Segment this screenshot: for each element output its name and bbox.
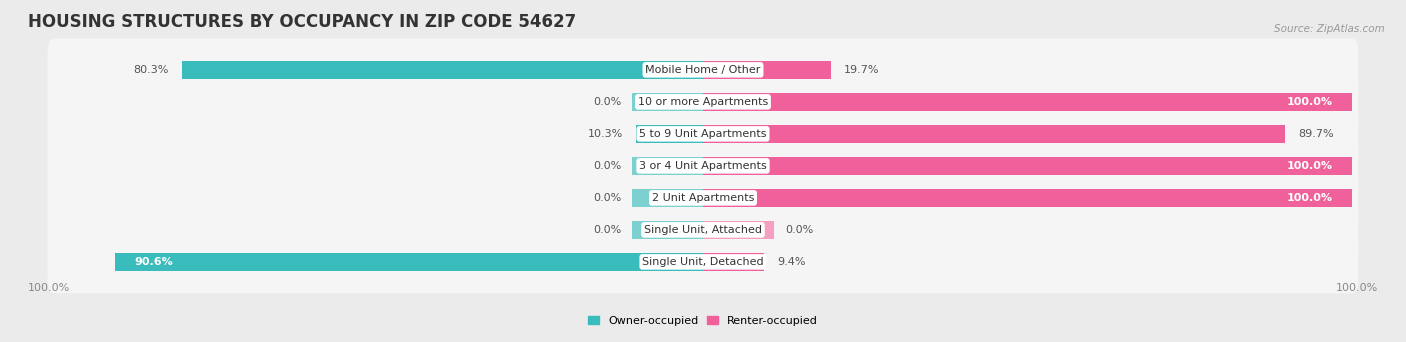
- Text: 0.0%: 0.0%: [593, 161, 621, 171]
- FancyBboxPatch shape: [48, 198, 1358, 261]
- Text: 100.0%: 100.0%: [28, 283, 70, 293]
- Text: 2 Unit Apartments: 2 Unit Apartments: [652, 193, 754, 203]
- Text: 100.0%: 100.0%: [1286, 193, 1333, 203]
- Legend: Owner-occupied, Renter-occupied: Owner-occupied, Renter-occupied: [583, 311, 823, 330]
- FancyBboxPatch shape: [48, 39, 1358, 101]
- Text: 90.6%: 90.6%: [135, 257, 173, 267]
- Bar: [703, 253, 763, 271]
- Text: Single Unit, Attached: Single Unit, Attached: [644, 225, 762, 235]
- Text: 3 or 4 Unit Apartments: 3 or 4 Unit Apartments: [640, 161, 766, 171]
- Text: HOUSING STRUCTURES BY OCCUPANCY IN ZIP CODE 54627: HOUSING STRUCTURES BY OCCUPANCY IN ZIP C…: [28, 13, 576, 31]
- Bar: [703, 157, 1353, 175]
- Text: 0.0%: 0.0%: [593, 193, 621, 203]
- Bar: [631, 93, 703, 111]
- Text: 80.3%: 80.3%: [134, 65, 169, 75]
- Bar: [631, 221, 703, 239]
- FancyBboxPatch shape: [48, 134, 1358, 197]
- Bar: [703, 124, 1285, 143]
- Bar: [631, 157, 703, 175]
- Text: 0.0%: 0.0%: [593, 97, 621, 107]
- Bar: [636, 124, 703, 143]
- Text: 10.3%: 10.3%: [588, 129, 623, 139]
- Text: 100.0%: 100.0%: [1336, 283, 1378, 293]
- Bar: [703, 221, 775, 239]
- Text: Source: ZipAtlas.com: Source: ZipAtlas.com: [1274, 24, 1385, 34]
- Text: 0.0%: 0.0%: [593, 225, 621, 235]
- Bar: [703, 188, 1353, 207]
- Bar: [631, 188, 703, 207]
- Text: 100.0%: 100.0%: [1286, 161, 1333, 171]
- FancyBboxPatch shape: [48, 167, 1358, 229]
- Bar: [703, 61, 831, 79]
- Bar: [181, 61, 703, 79]
- FancyBboxPatch shape: [48, 70, 1358, 133]
- Text: Mobile Home / Other: Mobile Home / Other: [645, 65, 761, 75]
- Text: 0.0%: 0.0%: [785, 225, 813, 235]
- Bar: [115, 253, 703, 271]
- FancyBboxPatch shape: [48, 231, 1358, 293]
- Text: 89.7%: 89.7%: [1298, 129, 1334, 139]
- Text: 19.7%: 19.7%: [844, 65, 879, 75]
- Text: 10 or more Apartments: 10 or more Apartments: [638, 97, 768, 107]
- FancyBboxPatch shape: [48, 103, 1358, 165]
- Text: 9.4%: 9.4%: [778, 257, 806, 267]
- Text: 100.0%: 100.0%: [1286, 97, 1333, 107]
- Text: Single Unit, Detached: Single Unit, Detached: [643, 257, 763, 267]
- Text: 5 to 9 Unit Apartments: 5 to 9 Unit Apartments: [640, 129, 766, 139]
- Bar: [703, 93, 1353, 111]
